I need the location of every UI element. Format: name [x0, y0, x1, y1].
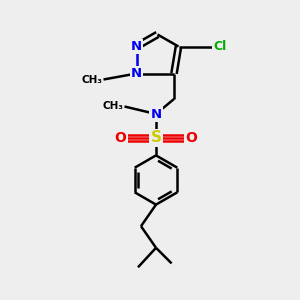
Text: Cl: Cl: [213, 40, 226, 53]
Text: N: N: [150, 107, 162, 121]
Text: O: O: [185, 131, 197, 145]
Text: CH₃: CH₃: [102, 101, 123, 111]
Text: CH₃: CH₃: [81, 75, 102, 85]
Text: N: N: [131, 40, 142, 53]
Text: N: N: [131, 67, 142, 80]
Text: S: S: [151, 130, 161, 146]
Text: O: O: [115, 131, 127, 145]
